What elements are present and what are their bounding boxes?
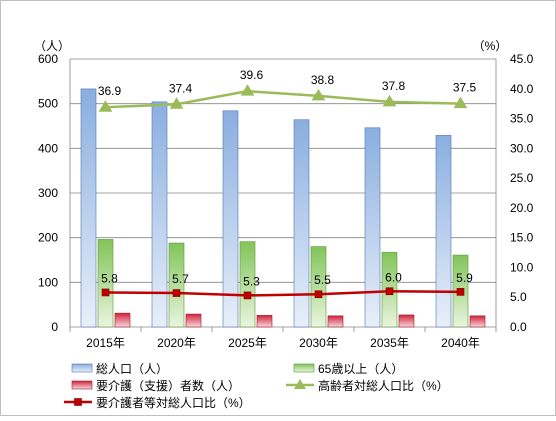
data-point-square [314, 290, 323, 299]
data-point-square [101, 288, 110, 297]
bar [222, 110, 239, 328]
right-axis-tick-label: 45.0 [510, 52, 534, 66]
bar [364, 127, 381, 328]
legend-marker-square [74, 398, 82, 406]
x-axis-tick-label: 2015年 [86, 336, 125, 350]
bar [310, 246, 327, 328]
bar [151, 101, 168, 328]
data-point-square [456, 288, 465, 296]
data-point-square [385, 287, 394, 296]
bar [97, 239, 114, 328]
legend-swatch [293, 363, 315, 373]
series-line [105, 290, 461, 297]
left-axis-tick-label: 100 [38, 275, 58, 289]
bar [293, 119, 310, 328]
left-axis-tick-label: 500 [38, 97, 58, 111]
legend: 総人口（人） 65歳以上（人） 要介護（支援）者数（人） 高齢者対総人口比（%） 要介護… [64, 362, 449, 410]
legend-label: 総人口（人） [96, 362, 168, 376]
right-axis-tick-label: 40.0 [510, 82, 534, 96]
legend-label: 要介護者等対総人口比（%） [96, 395, 251, 410]
left-axis-tick-label: 600 [38, 52, 58, 66]
data-point-triangle [453, 96, 468, 109]
bar [168, 242, 185, 328]
legend-marker-triangle [294, 379, 306, 389]
right-axis-tick-label: 25.0 [510, 171, 534, 185]
data-point-triangle [240, 84, 255, 96]
series-line [105, 89, 461, 109]
x-axis-tick-label: 2030年 [299, 336, 338, 350]
bar [185, 313, 202, 328]
data-label: 37.5 [453, 81, 477, 95]
data-point-square [243, 291, 252, 300]
bar [80, 88, 97, 328]
right-axis-unit: （%） [473, 39, 508, 53]
data-point-triangle [98, 100, 113, 112]
bar [256, 315, 273, 328]
bar [398, 314, 415, 328]
legend-label: 65歳以上（人） [318, 362, 403, 376]
data-label: 36.9 [98, 84, 122, 98]
legend-swatch [71, 363, 93, 373]
x-axis-tick-label: 2040年 [441, 336, 480, 350]
data-label: 39.6 [240, 68, 264, 82]
bar [114, 312, 131, 328]
right-axis-tick-label: 15.0 [510, 231, 534, 245]
bar [327, 315, 344, 328]
plot-area: 0 100 200 300 400 500 600 0.0 5.0 10.0 15.0 20.0 25.… [34, 39, 534, 350]
x-axis-tick-label: 2035年 [370, 336, 409, 350]
data-label: 38.8 [311, 73, 335, 87]
bar [469, 315, 486, 328]
right-axis-tick-label: 35.0 [510, 112, 534, 126]
right-axis-tick-label: 5.0 [510, 290, 527, 304]
legend-swatch [71, 380, 93, 390]
right-axis-tick-label: 20.0 [510, 201, 534, 215]
right-axis-tick-label: 30.0 [510, 141, 534, 155]
data-label: 5.5 [314, 273, 331, 287]
data-label: 5.9 [456, 271, 473, 285]
x-axis-tick-label: 2020年 [157, 336, 196, 350]
data-label: 5.7 [172, 272, 189, 286]
bar [435, 135, 452, 328]
data-point-triangle [169, 97, 184, 109]
data-point-square [172, 289, 181, 297]
data-point-triangle [311, 88, 326, 101]
left-axis-unit: （人） [34, 39, 70, 53]
legend-label: 要介護（支援）者数（人） [96, 378, 240, 393]
left-axis-tick-label: 0 [51, 320, 58, 334]
left-axis-tick-label: 200 [38, 231, 58, 245]
data-point-triangle [382, 94, 397, 107]
left-axis-tick-label: 400 [38, 141, 58, 155]
data-label: 5.3 [243, 274, 260, 288]
legend-label: 高齢者対総人口比（%） [318, 378, 449, 393]
right-axis-tick-label: 0.0 [510, 320, 527, 334]
right-axis-tick-label: 10.0 [510, 260, 534, 274]
x-axis-tick-label: 2025年 [228, 336, 267, 350]
data-label: 37.8 [382, 79, 406, 93]
left-axis-tick-label: 300 [38, 186, 58, 200]
data-label: 37.4 [169, 81, 193, 95]
data-label: 6.0 [385, 270, 402, 284]
data-label: 5.8 [101, 271, 118, 285]
bar [239, 241, 256, 328]
